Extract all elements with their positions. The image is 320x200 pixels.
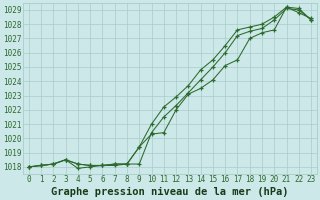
X-axis label: Graphe pression niveau de la mer (hPa): Graphe pression niveau de la mer (hPa) — [51, 187, 289, 197]
